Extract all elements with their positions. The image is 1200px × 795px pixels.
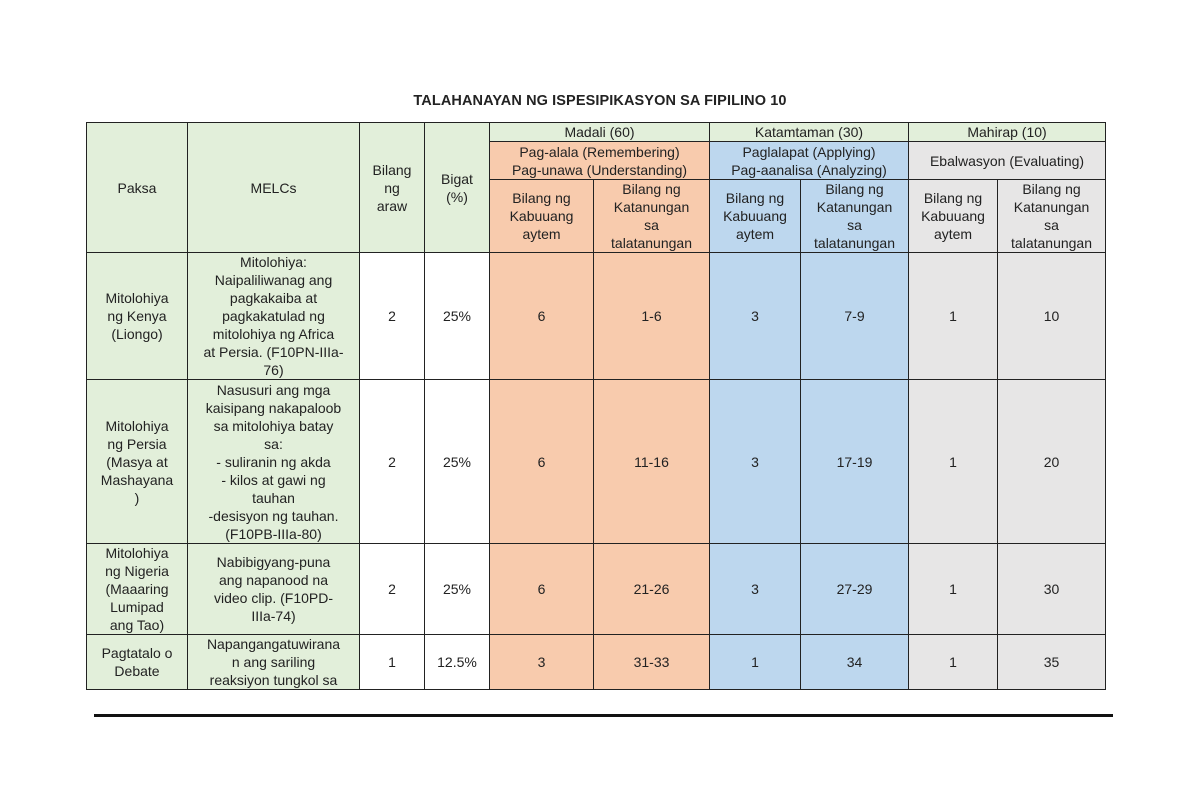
mahirap-katanungan-cell: 10 xyxy=(997,252,1107,380)
header-katamtaman-kabuuang: Bilang ng Kabuuang aytem xyxy=(709,179,801,253)
madali-kabuuang-cell: 6 xyxy=(489,379,594,544)
katamtaman-kabuuang-cell: 3 xyxy=(709,379,801,544)
bigat-cell: 25% xyxy=(424,379,490,544)
header-bilang-araw: Bilang ng araw xyxy=(359,122,425,253)
paksa-cell: Mitolohiya ng Nigeria (Maaaring Lumipad … xyxy=(86,543,188,635)
melc-cell: Mitolohiya: Naipaliliwanag ang pagkakaib… xyxy=(187,252,360,380)
header-madali-skills: Pag-alala (Remembering) Pag-unawa (Under… xyxy=(489,141,710,180)
header-madali-kabuuang: Bilang ng Kabuuang aytem xyxy=(489,179,594,253)
header-melcs: MELCs xyxy=(187,122,360,253)
bigat-cell: 12.5% xyxy=(424,634,490,690)
mahirap-kabuuang-cell: 1 xyxy=(908,634,999,690)
madali-kabuuang-cell: 6 xyxy=(489,252,594,380)
table-row: Mitolohiya ng Persia (Masya at Mashayana… xyxy=(86,379,1107,544)
table-row: Pagtatalo o Debate Napangangatuwirana n … xyxy=(86,634,1107,690)
header-mahirap-skills: Ebalwasyon (Evaluating) xyxy=(908,141,1107,180)
paksa-cell: Mitolohiya ng Kenya (Liongo) xyxy=(86,252,188,380)
melc-cell: Nabibigyang-puna ang napanood na video c… xyxy=(187,543,360,635)
katamtaman-katanungan-cell: 17-19 xyxy=(799,379,910,544)
header-mahirap-katanungan: Bilang ng Katanungan sa talatanungan xyxy=(997,179,1107,253)
madali-katanungan-cell: 11-16 xyxy=(593,379,710,544)
specification-table: Paksa MELCs Bilang ng araw Bigat (%) Mad… xyxy=(86,122,1107,690)
katamtaman-kabuuang-cell: 3 xyxy=(709,543,801,635)
madali-katanungan-cell: 21-26 xyxy=(593,543,710,635)
mahirap-kabuuang-cell: 1 xyxy=(908,543,999,635)
header-katamtaman-katanungan: Bilang ng Katanungan sa talatanungan xyxy=(799,179,910,253)
page-title: TALAHANAYAN NG ISPESIPIKASYON SA FIPILIN… xyxy=(413,93,787,109)
header-bigat: Bigat (%) xyxy=(424,122,490,253)
mahirap-katanungan-cell: 35 xyxy=(997,634,1107,690)
header-madali-katanungan: Bilang ng Katanungan sa talatanungan xyxy=(593,179,710,253)
katamtaman-katanungan-cell: 7-9 xyxy=(799,252,910,380)
bigat-cell: 25% xyxy=(424,543,490,635)
header-paksa: Paksa xyxy=(86,122,188,253)
paksa-cell: Mitolohiya ng Persia (Masya at Mashayana… xyxy=(86,379,188,544)
bottom-divider xyxy=(94,714,1113,717)
araw-cell: 2 xyxy=(359,379,425,544)
table-row: Mitolohiya ng Kenya (Liongo) Mitolohiya:… xyxy=(86,252,1107,380)
table-row: Mitolohiya ng Nigeria (Maaaring Lumipad … xyxy=(86,543,1107,635)
katamtaman-katanungan-cell: 34 xyxy=(799,634,910,690)
mahirap-kabuuang-cell: 1 xyxy=(908,252,999,380)
header-mahirap: Mahirap (10) xyxy=(908,122,1107,142)
melc-cell: Nasusuri ang mga kaisipang nakapaloob sa… xyxy=(187,379,360,544)
header-mahirap-kabuuang: Bilang ng Kabuuang aytem xyxy=(908,179,999,253)
header-katamtaman: Katamtaman (30) xyxy=(708,122,910,142)
paksa-cell: Pagtatalo o Debate xyxy=(86,634,188,690)
madali-kabuuang-cell: 6 xyxy=(489,543,594,635)
bigat-cell: 25% xyxy=(424,252,490,380)
araw-cell: 2 xyxy=(359,543,425,635)
mahirap-katanungan-cell: 30 xyxy=(997,543,1107,635)
mahirap-kabuuang-cell: 1 xyxy=(908,379,999,544)
araw-cell: 1 xyxy=(359,634,425,690)
madali-kabuuang-cell: 3 xyxy=(489,634,594,690)
header-madali: Madali (60) xyxy=(489,122,710,142)
madali-katanungan-cell: 31-33 xyxy=(593,634,710,690)
header-katamtaman-skills: Paglalapat (Applying) Pag-aanalisa (Anal… xyxy=(708,141,910,180)
mahirap-katanungan-cell: 20 xyxy=(997,379,1107,544)
katamtaman-katanungan-cell: 27-29 xyxy=(799,543,910,635)
araw-cell: 2 xyxy=(359,252,425,380)
melc-cell: Napangangatuwirana n ang sariling reaksi… xyxy=(187,634,360,690)
katamtaman-kabuuang-cell: 1 xyxy=(709,634,801,690)
katamtaman-kabuuang-cell: 3 xyxy=(709,252,801,380)
madali-katanungan-cell: 1-6 xyxy=(593,252,710,380)
